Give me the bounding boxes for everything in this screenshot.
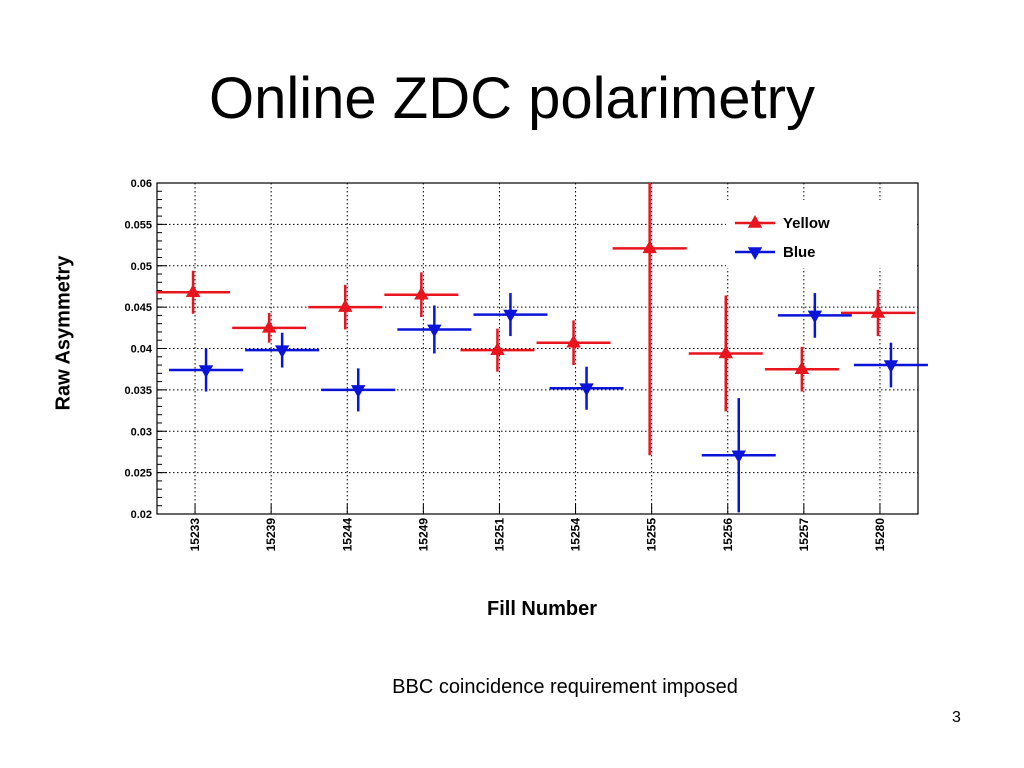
y-tick-label: 0.035 <box>124 385 152 397</box>
data-point-marker <box>718 345 733 359</box>
data-point-marker <box>747 215 763 228</box>
legend-label: Yellow <box>783 215 830 232</box>
slide-number: 3 <box>952 709 961 726</box>
data-point-marker <box>731 450 746 464</box>
y-tick-label: 0.06 <box>131 178 152 190</box>
data-point-marker <box>642 240 657 254</box>
data-series <box>156 183 928 513</box>
data-point-marker <box>503 309 518 323</box>
x-axis-label: Fill Number <box>486 598 598 620</box>
y-tick-label: 0.04 <box>131 344 153 356</box>
x-tick-label: 15257 <box>797 518 811 552</box>
data-point-marker <box>794 361 810 374</box>
data-point-marker <box>274 345 290 359</box>
data-point-marker <box>414 286 429 300</box>
legend: Yellow Blue <box>726 200 916 268</box>
x-tick-label: 15249 <box>416 518 430 552</box>
data-point-marker <box>807 310 823 324</box>
plot-frame <box>156 182 919 515</box>
y-tick-label: 0.055 <box>124 219 152 231</box>
data-point-marker <box>198 365 214 379</box>
x-tick-label: 15254 <box>569 518 583 552</box>
y-tick-label: 0.05 <box>131 261 152 273</box>
axes: 0.02 0.025 0.03 0.035 0.04 0.045 0.05 0.055 0.06… <box>124 178 919 552</box>
data-point-marker <box>351 385 366 398</box>
y-tick-label: 0.02 <box>131 509 152 521</box>
x-tick-label: 15255 <box>645 518 659 552</box>
x-tick-label: 15239 <box>264 518 278 552</box>
data-point-marker <box>427 324 442 338</box>
data-point-marker <box>579 383 594 397</box>
data-point-marker <box>261 319 277 333</box>
caption: BBC coincidence requirement imposed <box>392 676 738 698</box>
legend-background <box>726 200 916 268</box>
x-tick-label: 15256 <box>721 518 735 552</box>
data-point-marker <box>747 247 763 260</box>
data-point-marker <box>870 304 886 318</box>
y-tick-label: 0.025 <box>124 468 152 480</box>
y-tick-label: 0.03 <box>131 426 152 438</box>
x-tick-label: 15233 <box>188 518 202 552</box>
slide-title: Online ZDC polarimetry <box>209 66 815 131</box>
grid-lines <box>157 183 918 514</box>
y-axis-label: Raw Asymmetry <box>52 255 75 411</box>
series-yellow <box>156 183 915 456</box>
data-point-marker <box>185 284 201 298</box>
data-point-marker <box>883 360 899 374</box>
data-point-marker <box>566 334 581 348</box>
legend-label: Blue <box>783 244 816 261</box>
x-tick-label: 15244 <box>340 518 354 552</box>
y-tick-label: 0.045 <box>124 302 152 314</box>
x-tick-label: 15251 <box>492 518 506 552</box>
data-point-marker <box>490 342 505 355</box>
x-tick-label: 15280 <box>873 518 887 552</box>
data-point-marker <box>338 299 353 312</box>
series-blue <box>169 293 928 513</box>
